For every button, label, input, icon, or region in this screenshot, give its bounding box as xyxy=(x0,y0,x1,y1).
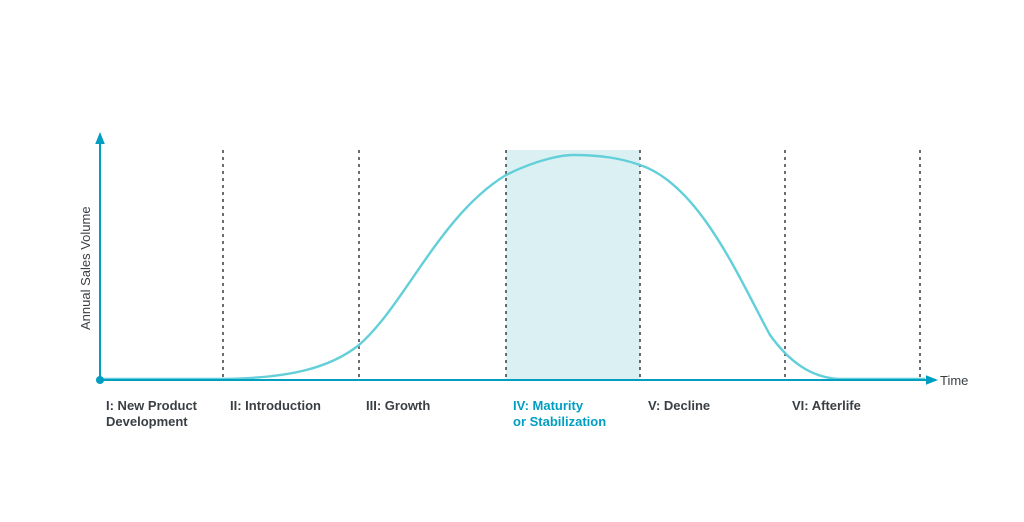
stage-label: I: New ProductDevelopment xyxy=(106,398,197,431)
stage-label: III: Growth xyxy=(366,398,430,414)
chart-svg xyxy=(0,0,1024,522)
stage-label: VI: Afterlife xyxy=(792,398,861,414)
stage-label: IV: Maturityor Stabilization xyxy=(513,398,606,431)
x-axis-arrow-icon xyxy=(926,375,938,385)
highlight-band xyxy=(506,150,640,380)
stage-label: II: Introduction xyxy=(230,398,321,414)
y-axis-label: Annual Sales Volume xyxy=(78,206,93,330)
lifecycle-chart: Annual Sales Volume Time I: New ProductD… xyxy=(0,0,1024,522)
origin-dot-icon xyxy=(96,376,104,384)
y-axis-arrow-icon xyxy=(95,132,105,144)
stage-label: V: Decline xyxy=(648,398,710,414)
x-axis-label: Time xyxy=(940,373,968,388)
